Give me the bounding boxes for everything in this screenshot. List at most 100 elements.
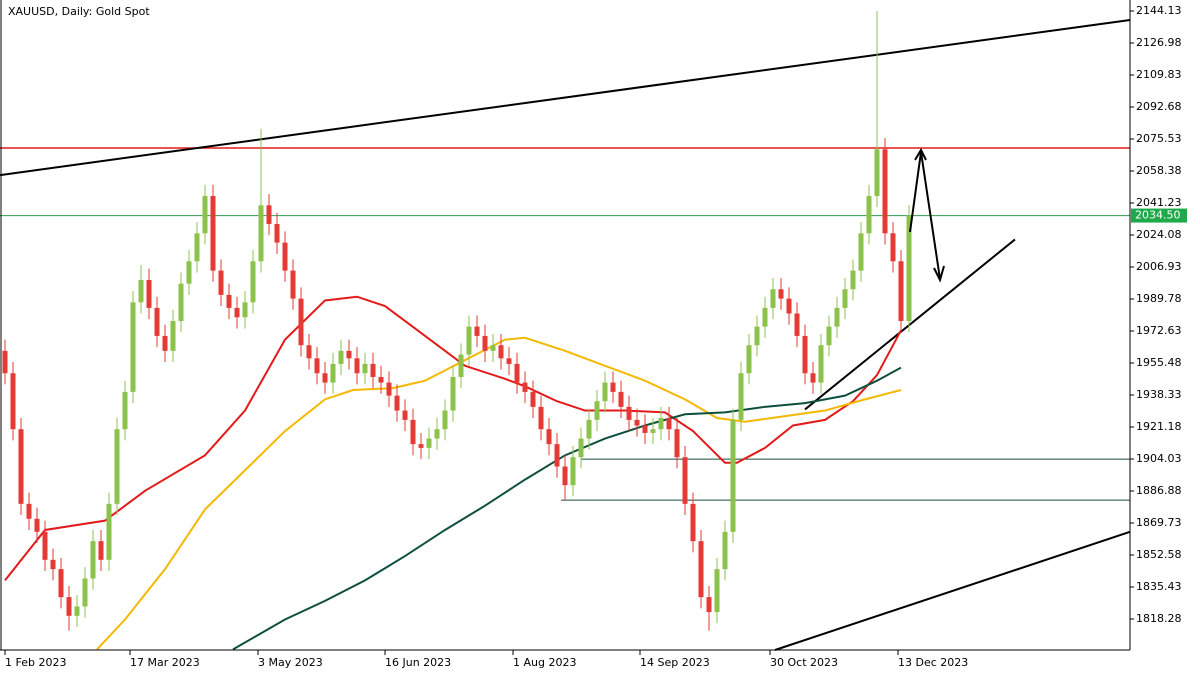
candle-body (298, 298, 304, 346)
y-tick-label: 2092.68 (1136, 100, 1182, 113)
trendline (804, 238, 1016, 411)
candle-body (474, 326, 480, 336)
candle-body (346, 350, 352, 359)
y-tick-label: 2075.53 (1136, 132, 1182, 145)
candle-body (282, 242, 288, 271)
moving-average (96, 336, 902, 651)
candle-body (674, 429, 680, 458)
candle-body (266, 205, 272, 224)
x-tick-label: 30 Oct 2023 (770, 656, 838, 669)
trendline (0, 19, 1131, 177)
candle-body (106, 503, 112, 560)
candle-body (858, 233, 864, 271)
candle-body (802, 335, 808, 374)
candle-body (234, 307, 240, 318)
candle-body (82, 578, 88, 607)
x-tick-label: 3 May 2023 (258, 656, 323, 669)
candle-body (74, 606, 80, 616)
candle-body (122, 391, 128, 430)
candle-body (578, 438, 584, 458)
x-tick-label: 14 Sep 2023 (640, 656, 710, 669)
candle-body (146, 279, 152, 308)
candle-body (594, 401, 600, 420)
y-tick-label: 2024.08 (1136, 228, 1182, 241)
candle-body (26, 503, 32, 519)
y-tick-label: 2006.93 (1136, 260, 1182, 273)
trendline (774, 530, 1131, 651)
candle-body (482, 335, 488, 351)
candle-body (314, 358, 320, 374)
y-tick-label: 1972.63 (1136, 324, 1182, 337)
candle-body (410, 419, 416, 445)
candle-body (818, 345, 824, 383)
candle-body (10, 373, 16, 430)
candle-body (530, 391, 536, 407)
candle-body (490, 345, 496, 351)
candle-body (258, 205, 264, 262)
candle-body (218, 270, 224, 295)
candle-body (690, 503, 696, 542)
last-price-box (1131, 208, 1187, 223)
candle-body (202, 195, 208, 234)
candle-body (306, 345, 312, 359)
candle-body (426, 438, 432, 448)
candle-body (810, 373, 816, 383)
candle-body (178, 283, 184, 321)
candle-body (834, 307, 840, 327)
candle-body (626, 406, 632, 420)
candle-body (882, 149, 888, 234)
y-tick-label: 1886.88 (1136, 484, 1182, 497)
candle-body (714, 569, 720, 613)
candle-body (330, 363, 336, 383)
candle-body (34, 518, 40, 532)
candle-body (770, 289, 776, 308)
candle-body (794, 313, 800, 336)
y-tick-label: 1921.18 (1136, 420, 1182, 433)
candle-body (354, 358, 360, 374)
y-tick-label: 2144.13 (1136, 4, 1182, 17)
candle-body (658, 418, 664, 430)
candle-body (682, 457, 688, 504)
candle-body (58, 569, 64, 598)
candle-body (98, 541, 104, 560)
candle-body (402, 410, 408, 420)
candle-body (570, 457, 576, 486)
candle-body (418, 444, 424, 448)
candle-body (738, 373, 744, 420)
candle-body (458, 354, 464, 377)
projection-arrow (909, 147, 945, 283)
x-tick-label: 17 Mar 2023 (130, 656, 200, 669)
y-tick-label: 1938.33 (1136, 388, 1182, 401)
candle-body (562, 466, 568, 486)
candle-body (842, 289, 848, 308)
candle-body (130, 302, 136, 392)
candle-body (362, 363, 368, 374)
candle-body (850, 270, 856, 290)
candle-body (554, 444, 560, 467)
candle-body (250, 261, 256, 303)
candle-body (242, 302, 248, 318)
candle-body (386, 382, 392, 396)
candle-body (698, 541, 704, 598)
candle-body (338, 350, 344, 364)
candle-body (162, 335, 168, 351)
candle-body (642, 425, 648, 433)
candle-body (466, 326, 472, 355)
candle-body (898, 261, 904, 321)
candle-body (434, 429, 440, 439)
candle-body (634, 419, 640, 426)
candle-body (506, 358, 512, 364)
candle-body (322, 373, 328, 383)
candle-body (866, 195, 872, 234)
candle-body (114, 429, 120, 504)
candle-body (666, 418, 672, 430)
candle-body (442, 410, 448, 430)
candle-body (610, 382, 616, 392)
y-tick-label: 1818.28 (1136, 612, 1182, 625)
candle-body (394, 395, 400, 411)
candle-body (90, 541, 96, 579)
candle-body (290, 270, 296, 299)
